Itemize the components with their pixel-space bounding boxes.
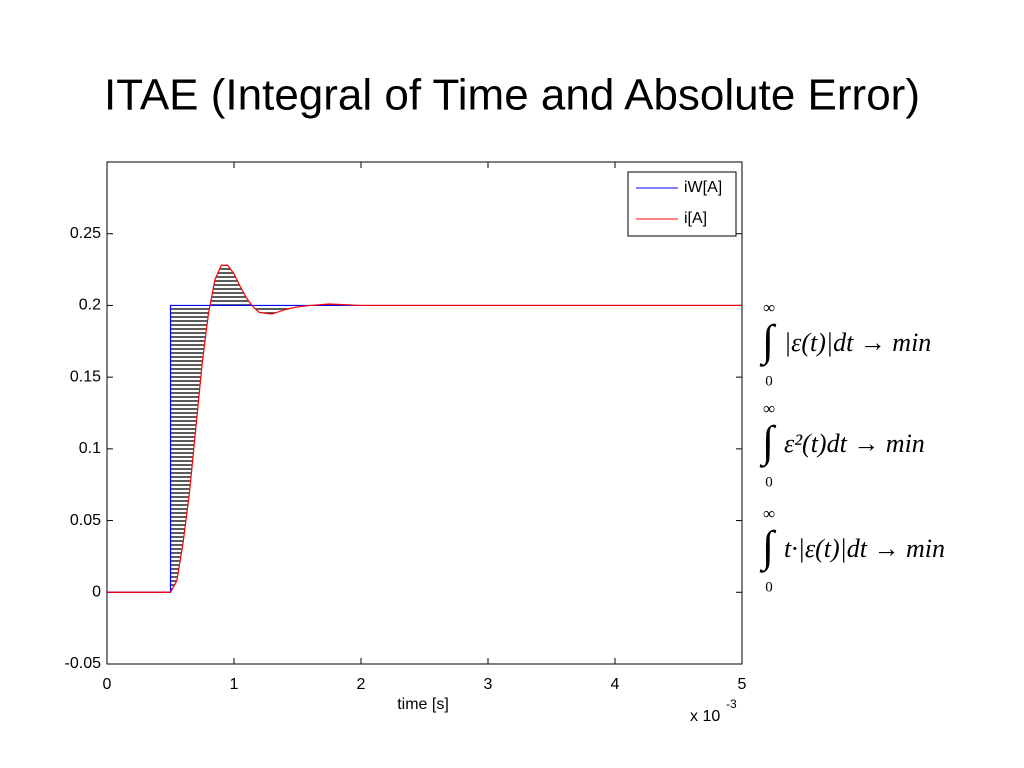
integrand: ε²(t)dt → min xyxy=(784,429,925,458)
y-tick-label: 0 xyxy=(92,584,101,601)
upper-limit: ∞ xyxy=(763,298,775,317)
legend-label: i[A] xyxy=(684,210,707,227)
integrand: t·|ε(t)|dt → min xyxy=(784,534,945,563)
x-tick-label: 0 xyxy=(103,676,112,693)
integral-sign: ∫ xyxy=(759,522,777,573)
integrand: |ε(t)|dt → min xyxy=(784,328,931,357)
legend-label: iW[A] xyxy=(684,179,722,196)
y-tick-label: 0.1 xyxy=(79,440,101,457)
y-tick-label: 0.15 xyxy=(70,368,101,385)
integral-sign: ∫ xyxy=(759,316,777,367)
legend-box xyxy=(627,171,737,237)
y-tick-label: 0.25 xyxy=(70,225,101,242)
plot-area xyxy=(107,162,742,664)
lower-limit: 0 xyxy=(765,579,773,595)
x-tick-label: 2 xyxy=(357,676,366,693)
integral-sign: ∫ xyxy=(759,417,777,468)
series-line xyxy=(107,304,742,593)
x-multiplier: x 10 xyxy=(690,708,720,725)
upper-limit: ∞ xyxy=(763,399,775,418)
y-tick-label: -0.05 xyxy=(65,655,102,672)
x-tick-label: 5 xyxy=(738,676,747,693)
x-tick-label: 4 xyxy=(611,676,620,693)
slide-title: ITAE (Integral of Time and Absolute Erro… xyxy=(104,71,920,120)
plot-frame xyxy=(106,161,743,665)
upper-limit: ∞ xyxy=(763,504,775,523)
lower-limit: 0 xyxy=(765,373,773,389)
x-multiplier-exponent: -3 xyxy=(726,697,737,711)
x-axis-label: time [s] xyxy=(397,696,449,713)
x-tick-label: 3 xyxy=(484,676,493,693)
series-line xyxy=(107,264,742,593)
y-tick-label: 0.2 xyxy=(79,297,101,314)
lower-limit: 0 xyxy=(765,474,773,490)
x-tick-label: 1 xyxy=(230,676,239,693)
y-tick-label: 0.05 xyxy=(70,512,101,529)
